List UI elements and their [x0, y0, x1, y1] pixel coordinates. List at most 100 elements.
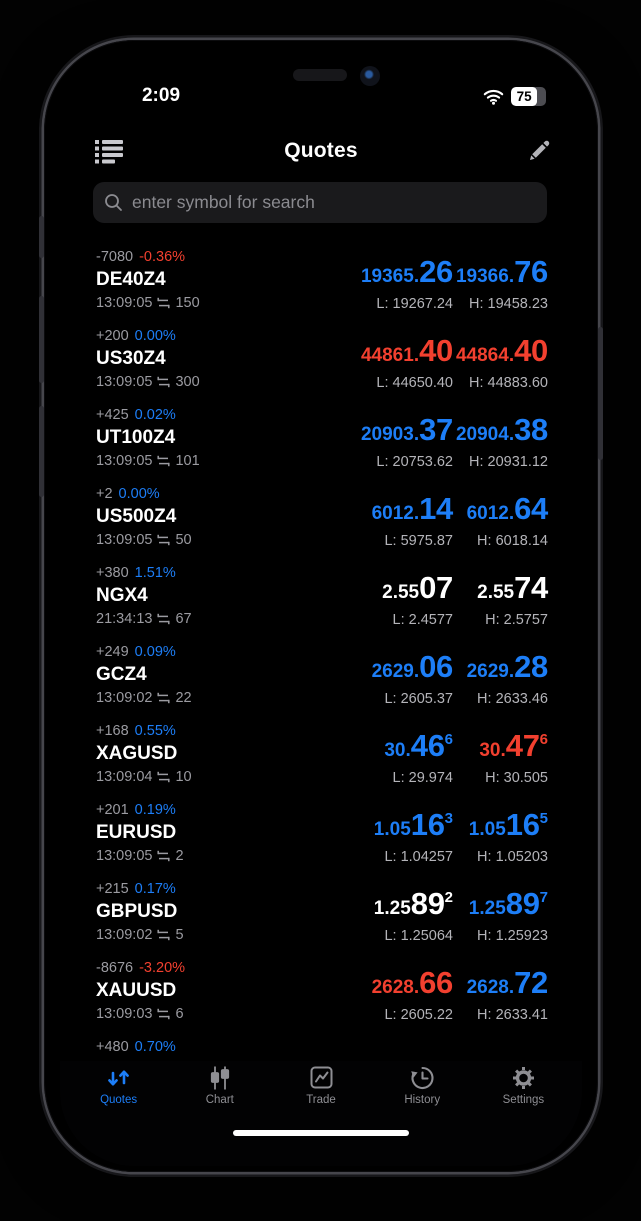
mute-switch — [39, 216, 44, 258]
high-value: H: 6018.14 — [477, 533, 548, 549]
pencil-icon — [530, 140, 550, 160]
spread-value: 22 — [175, 690, 192, 706]
history-clock-icon — [410, 1066, 434, 1089]
quote-row[interactable]: +200 0.00% US30Z4 13:09:05 300 44861. 40 L… — [60, 327, 582, 406]
change-line: +425 0.02% — [96, 407, 176, 423]
quote-time: 13:09:02 — [96, 690, 153, 706]
ask-price: 44864. 40 — [455, 333, 548, 368]
symbol-name: XAUUSD — [96, 980, 177, 1001]
quote-meta: 13:09:05 150 — [96, 295, 200, 311]
change-value: +201 — [96, 802, 129, 818]
high-value: H: 1.05203 — [477, 849, 548, 865]
spread-icon — [157, 850, 171, 862]
bid-price: 30. 46 6 — [384, 728, 453, 763]
spread-value: 101 — [175, 453, 200, 469]
quote-meta: 21:34:13 67 — [96, 611, 192, 627]
page-title: Quotes — [284, 139, 358, 162]
quote-row[interactable]: +168 0.55% XAGUSD 13:09:04 10 30. 46 6 L: 2… — [60, 722, 582, 801]
change-value: -7080 — [96, 249, 134, 265]
bid-price: 1.05 16 3 — [373, 807, 453, 842]
quote-meta: 13:09:02 5 — [96, 927, 184, 943]
status-time: 2:09 — [141, 85, 181, 106]
tab-chart[interactable]: Chart — [169, 1065, 270, 1166]
change-percent: 1.51% — [134, 565, 176, 581]
high-value: H: 19458.23 — [468, 296, 548, 312]
change-value: +380 — [96, 565, 129, 581]
quote-row[interactable]: +249 0.09% GCZ4 13:09:02 22 2629. 06 L: 26… — [60, 643, 582, 722]
quote-time: 13:09:05 — [96, 295, 153, 311]
front-camera-icon — [360, 66, 380, 86]
quote-row[interactable]: +201 0.19% EURUSD 13:09:05 2 1.05 16 3 L: 1… — [60, 801, 582, 880]
bid-price: 6012. 14 — [371, 491, 454, 526]
spread-value: 10 — [175, 769, 192, 785]
tab-settings[interactable]: Settings — [473, 1065, 574, 1166]
search-icon — [105, 194, 122, 211]
screen: 2:09 75 Quotes — [60, 56, 582, 1166]
trade-chart-icon — [310, 1066, 332, 1089]
quote-meta: 13:09:03 6 — [96, 1006, 184, 1022]
low-value: L: 1.25064 — [384, 928, 453, 944]
quote-row-partial[interactable]: +480 0.70% — [60, 1038, 582, 1117]
search-input[interactable] — [130, 191, 536, 214]
quote-time: 13:09:02 — [96, 927, 153, 943]
quote-row[interactable]: +425 0.02% UT100Z4 13:09:05 101 20903. 37 … — [60, 406, 582, 485]
change-percent: -0.36% — [139, 249, 186, 265]
list-icon — [95, 140, 123, 164]
low-value: L: 44650.40 — [376, 375, 453, 391]
quote-row[interactable]: -8676 -3.20% XAUUSD 13:09:03 6 2628. 66 L:… — [60, 959, 582, 1038]
low-value: L: 2605.22 — [384, 1007, 453, 1023]
spread-icon — [157, 297, 171, 309]
tab-history[interactable]: History — [372, 1065, 473, 1166]
spread-value: 6 — [175, 1006, 184, 1022]
spread-value: 300 — [175, 374, 200, 390]
change-line: +2 0.00% — [96, 486, 160, 502]
spread-value: 67 — [175, 611, 192, 627]
quote-row[interactable]: -7080 -0.36% DE40Z4 13:09:05 150 19365. 26… — [60, 248, 582, 327]
change-percent: 0.02% — [134, 407, 176, 423]
quotes-arrows-icon — [108, 1070, 129, 1086]
high-value: H: 2633.46 — [477, 691, 548, 707]
tab-quotes[interactable]: Quotes — [68, 1065, 169, 1166]
quote-time: 13:09:03 — [96, 1006, 153, 1022]
tab-label: Quotes — [100, 1094, 138, 1106]
quote-time: 13:09:05 — [96, 374, 153, 390]
volume-down-button — [39, 406, 44, 497]
symbol-name: US500Z4 — [96, 506, 177, 527]
high-value: H: 44883.60 — [468, 375, 548, 391]
high-value: H: 2633.41 — [477, 1007, 548, 1023]
tab-trade[interactable]: Trade — [270, 1065, 371, 1166]
change-line: +168 0.55% — [96, 723, 176, 739]
quote-meta: 13:09:05 101 — [96, 453, 200, 469]
spread-icon — [157, 1008, 171, 1020]
tab-label: Chart — [205, 1094, 234, 1106]
power-button — [598, 327, 603, 460]
bid-price: 20903. 37 — [360, 412, 453, 447]
low-value: L: 2605.37 — [384, 691, 453, 707]
spread-icon — [157, 376, 171, 388]
search-bar[interactable] — [93, 182, 547, 223]
low-value: L: 20753.62 — [376, 454, 453, 470]
bid-price: 44861. 40 — [360, 333, 453, 368]
low-value: L: 1.04257 — [384, 849, 453, 865]
ask-price: 2.55 74 — [477, 570, 548, 605]
change-percent: 0.09% — [134, 644, 176, 660]
bid-price: 19365. 26 — [360, 254, 453, 289]
quote-row[interactable]: +2 0.00% US500Z4 13:09:05 50 6012. 14 L: 5… — [60, 485, 582, 564]
symbol-name: US30Z4 — [96, 348, 166, 369]
symbol-name: XAGUSD — [96, 743, 178, 764]
symbol-list-button[interactable] — [92, 137, 126, 165]
ask-price: 1.25 89 7 — [468, 886, 548, 921]
wifi-icon — [483, 89, 504, 105]
ask-price: 30. 47 6 — [479, 728, 548, 763]
home-indicator[interactable] — [233, 1130, 409, 1136]
bid-price: 2629. 06 — [371, 649, 454, 684]
change-line: +480 0.70% — [96, 1039, 176, 1055]
bid-price: 1.25 89 2 — [373, 886, 453, 921]
edit-button[interactable] — [522, 137, 556, 165]
quote-row[interactable]: +215 0.17% GBPUSD 13:09:02 5 1.25 89 2 L: 1… — [60, 880, 582, 959]
quote-row[interactable]: +380 1.51% NGX4 21:34:13 67 2.55 07 L: 2.4… — [60, 564, 582, 643]
symbol-name: UT100Z4 — [96, 427, 176, 448]
quote-meta: 13:09:04 10 — [96, 769, 192, 785]
settings-gear-icon — [512, 1067, 534, 1089]
speaker-grille — [293, 69, 347, 81]
